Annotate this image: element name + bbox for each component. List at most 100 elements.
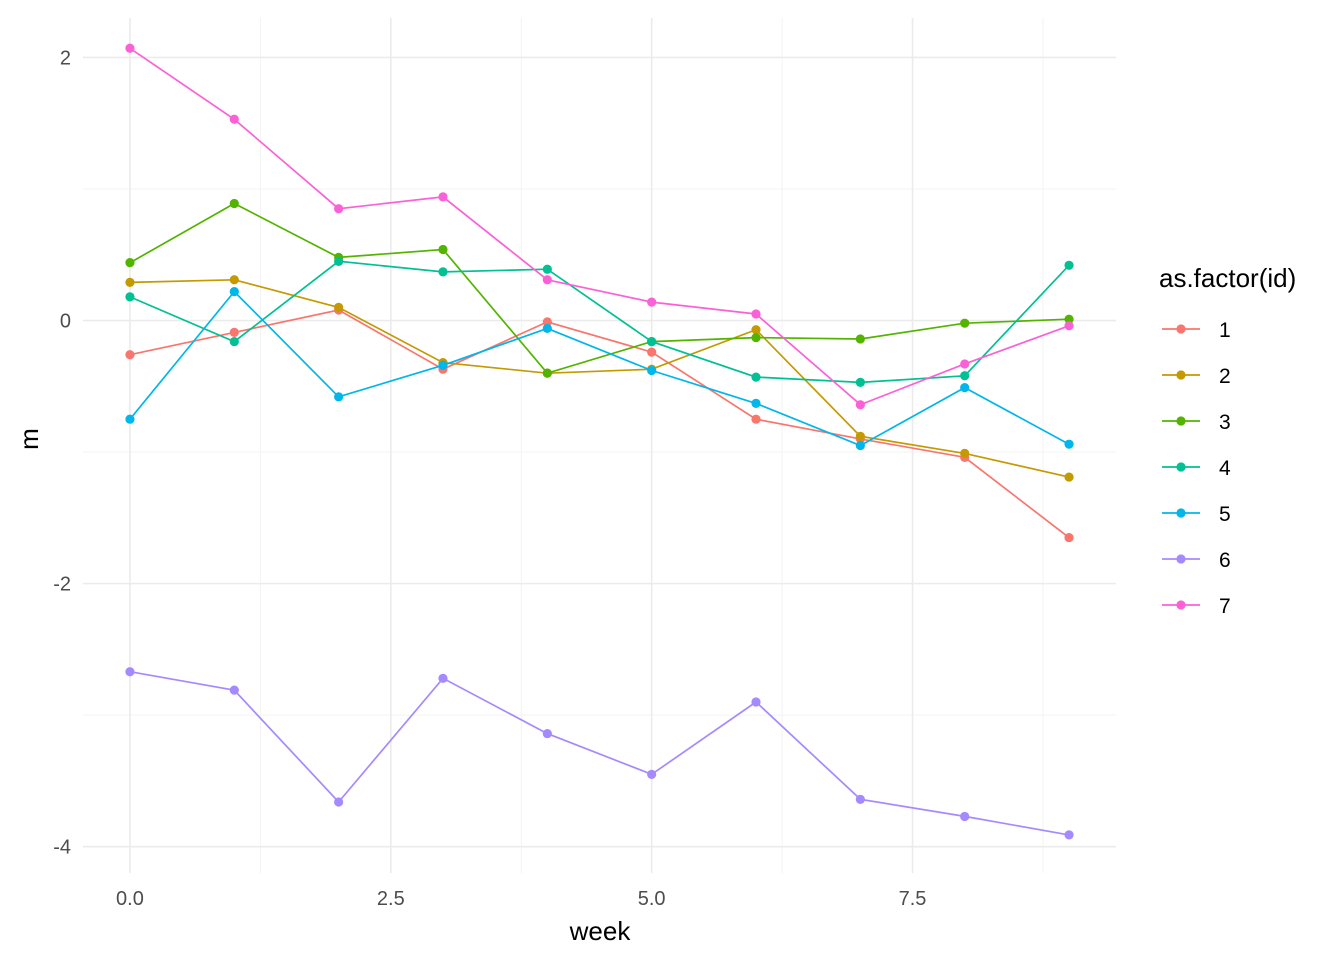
- data-point: [960, 371, 970, 381]
- data-point: [542, 323, 552, 334]
- data-point: [125, 667, 135, 677]
- data-point: [1064, 472, 1074, 482]
- data-point: [334, 392, 344, 402]
- data-point: [855, 334, 865, 344]
- data-point: [125, 258, 135, 268]
- data-point: [125, 292, 135, 302]
- legend-key-point: [1176, 416, 1186, 426]
- data-point: [438, 244, 448, 255]
- data-point: [647, 365, 657, 376]
- data-point: [1064, 260, 1074, 270]
- legend-key-point: [1176, 508, 1186, 518]
- data-point: [229, 685, 239, 695]
- data-point: [1064, 321, 1074, 331]
- legend-label: 3: [1219, 411, 1231, 434]
- data-point: [751, 414, 761, 424]
- data-point: [542, 368, 552, 378]
- legend-item-7: 7: [1162, 595, 1231, 618]
- data-point: [960, 448, 970, 458]
- data-point: [542, 317, 552, 327]
- data-point: [751, 398, 761, 409]
- x-tick-label: 5.0: [638, 888, 666, 910]
- data-point: [229, 114, 239, 124]
- data-point: [542, 264, 552, 274]
- data-point: [125, 43, 135, 53]
- data-point: [438, 673, 448, 683]
- data-point: [542, 275, 552, 285]
- data-point: [855, 431, 865, 441]
- y-tick-label: 0: [60, 311, 71, 333]
- legend-label: 5: [1219, 503, 1231, 526]
- data-point: [229, 198, 239, 209]
- series-line-2: [129, 278, 1070, 478]
- data-point: [960, 383, 970, 393]
- data-point: [229, 336, 239, 347]
- y-tick-label: 2: [60, 47, 71, 69]
- x-axis-title: week: [569, 916, 632, 946]
- data-point: [960, 811, 970, 822]
- legend-key-point: [1176, 554, 1186, 564]
- legend-item-3: 3: [1162, 411, 1231, 434]
- x-tick-label: 7.5: [899, 888, 927, 910]
- legend-key-point: [1176, 370, 1186, 380]
- data-point: [334, 302, 344, 312]
- series-6: [125, 667, 1074, 840]
- data-point: [647, 297, 657, 307]
- data-point: [647, 347, 657, 357]
- data-point: [1064, 439, 1074, 449]
- data-point: [751, 372, 761, 382]
- series-line-3: [129, 202, 1070, 375]
- legend-label: 7: [1219, 595, 1231, 618]
- legend-label: 2: [1219, 365, 1231, 388]
- legend-label: 6: [1219, 549, 1231, 572]
- data-point: [1064, 314, 1074, 324]
- data-point: [438, 267, 448, 277]
- data-point: [647, 336, 657, 347]
- series-5: [125, 287, 1074, 451]
- legend-item-2: 2: [1162, 365, 1231, 388]
- data-point: [229, 287, 239, 297]
- data-point: [125, 277, 135, 287]
- legend-label: 1: [1219, 319, 1231, 342]
- data-point: [855, 400, 865, 410]
- data-point: [960, 359, 970, 369]
- x-tick-label: 0.0: [116, 888, 144, 910]
- data-point: [647, 769, 657, 779]
- data-point: [855, 377, 865, 387]
- data-point: [1064, 532, 1074, 543]
- legend: as.factor(id) 1 2 3 4 5 6 7: [1159, 263, 1296, 618]
- data-point: [438, 360, 448, 370]
- data-point: [229, 327, 239, 337]
- series-line-5: [129, 290, 1070, 447]
- legend-item-6: 6: [1162, 549, 1231, 572]
- x-tick-labels: 0.0 2.5 5.0 7.5: [116, 888, 926, 910]
- series-line-7: [129, 47, 1070, 406]
- series-line-6: [129, 670, 1070, 836]
- data-point: [751, 325, 761, 335]
- data-point: [542, 728, 552, 739]
- legend-item-5: 5: [1162, 503, 1231, 526]
- data-point: [751, 333, 761, 343]
- major-gridlines: [83, 18, 1116, 873]
- y-tick-label: -4: [53, 837, 71, 859]
- data-point: [438, 192, 448, 202]
- x-tick-label: 2.5: [377, 888, 405, 910]
- data-point: [751, 309, 761, 319]
- series-7: [125, 43, 1074, 410]
- minor-gridlines: [83, 18, 1116, 873]
- y-tick-label: -2: [53, 574, 71, 596]
- data-point: [334, 204, 344, 214]
- legend-title: as.factor(id): [1159, 263, 1296, 293]
- data-point: [229, 275, 239, 285]
- legend-key-point: [1176, 462, 1186, 472]
- data-point: [334, 256, 344, 266]
- data-point: [1064, 830, 1074, 840]
- series-1: [125, 305, 1074, 543]
- legend-item-4: 4: [1162, 457, 1231, 480]
- data-point: [751, 697, 761, 707]
- data-point: [125, 350, 135, 360]
- data-point: [960, 318, 970, 328]
- series-line-4: [129, 260, 1070, 384]
- series-4: [125, 256, 1074, 387]
